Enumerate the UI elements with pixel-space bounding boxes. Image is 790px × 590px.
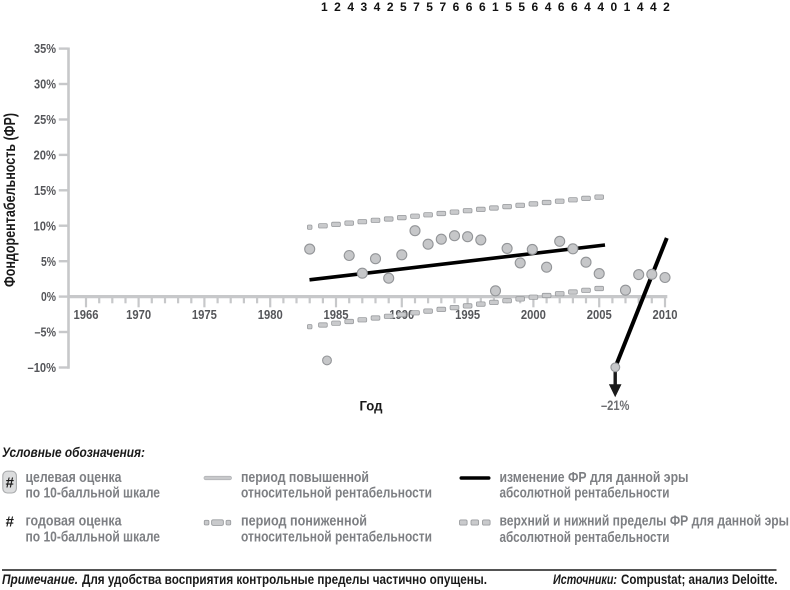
svg-text:Фондорентабельность (ФР): Фондорентабельность (ФР) bbox=[2, 113, 19, 287]
svg-text:15%: 15% bbox=[34, 183, 56, 198]
svg-text:1985: 1985 bbox=[324, 307, 349, 322]
svg-text:период повышенной: период повышенной bbox=[241, 469, 369, 486]
svg-text:6: 6 bbox=[479, 0, 486, 14]
svg-text:период пониженной: период пониженной bbox=[241, 512, 367, 529]
svg-text:по 10-балльной шкале: по 10-балльной шкале bbox=[26, 529, 161, 546]
svg-text:Источники:: Источники: bbox=[553, 572, 617, 587]
svg-text:1980: 1980 bbox=[258, 307, 283, 322]
svg-text:1: 1 bbox=[321, 0, 328, 14]
svg-text:25%: 25% bbox=[34, 112, 56, 127]
svg-text:целевая оценка: целевая оценка bbox=[26, 469, 123, 486]
svg-text:1995: 1995 bbox=[455, 307, 480, 322]
svg-text:6: 6 bbox=[466, 0, 473, 14]
svg-text:–10%: –10% bbox=[28, 360, 57, 375]
svg-text:#: # bbox=[5, 475, 14, 492]
svg-text:35%: 35% bbox=[34, 41, 56, 56]
svg-text:Год: Год bbox=[360, 398, 383, 414]
svg-text:#: # bbox=[5, 514, 14, 531]
svg-text:4: 4 bbox=[637, 0, 644, 14]
svg-text:10%: 10% bbox=[34, 218, 57, 233]
svg-text:5%: 5% bbox=[41, 254, 56, 269]
svg-text:5: 5 bbox=[400, 0, 407, 14]
svg-text:–21%: –21% bbox=[601, 397, 630, 413]
svg-text:Для удобства восприятия контро: Для удобства восприятия контрольные пред… bbox=[82, 572, 487, 587]
svg-text:6: 6 bbox=[453, 0, 460, 14]
svg-text:верхний и нижний пределы ФР дл: верхний и нижний пределы ФР для данной э… bbox=[500, 512, 790, 529]
svg-text:абсолютной рентабельности: абсолютной рентабельности bbox=[500, 484, 670, 501]
svg-text:2005: 2005 bbox=[587, 307, 612, 322]
svg-text:по 10-балльной шкале: по 10-балльной шкале bbox=[26, 484, 161, 501]
svg-text:4: 4 bbox=[545, 0, 552, 14]
svg-text:1: 1 bbox=[492, 0, 499, 14]
svg-text:6: 6 bbox=[558, 0, 565, 14]
svg-text:7: 7 bbox=[413, 0, 420, 14]
svg-text:2: 2 bbox=[334, 0, 341, 14]
svg-text:изменение ФР для данной эры: изменение ФР для данной эры bbox=[500, 469, 689, 486]
svg-text:1966: 1966 bbox=[74, 307, 99, 322]
svg-text:4: 4 bbox=[650, 0, 657, 14]
svg-text:1: 1 bbox=[624, 0, 631, 14]
svg-text:4: 4 bbox=[584, 0, 591, 14]
svg-text:абсолютной рентабельности: абсолютной рентабельности bbox=[500, 529, 670, 546]
svg-text:2000: 2000 bbox=[521, 307, 546, 322]
svg-text:3: 3 bbox=[360, 0, 367, 14]
svg-text:6: 6 bbox=[532, 0, 539, 14]
svg-text:1970: 1970 bbox=[126, 307, 151, 322]
svg-text:4: 4 bbox=[374, 0, 381, 14]
svg-text:20%: 20% bbox=[34, 148, 57, 163]
svg-text:4: 4 bbox=[347, 0, 354, 14]
svg-text:0%: 0% bbox=[41, 289, 56, 304]
svg-text:Условные обозначения:: Условные обозначения: bbox=[2, 444, 145, 460]
svg-text:2010: 2010 bbox=[653, 307, 678, 322]
svg-text:–5%: –5% bbox=[35, 325, 57, 340]
svg-text:5: 5 bbox=[518, 0, 525, 14]
svg-text:2: 2 bbox=[387, 0, 394, 14]
svg-text:2: 2 bbox=[663, 0, 670, 14]
svg-text:5: 5 bbox=[426, 0, 433, 14]
svg-text:относительной рентабельности: относительной рентабельности bbox=[241, 484, 432, 501]
svg-text:7: 7 bbox=[439, 0, 446, 14]
svg-text:30%: 30% bbox=[34, 77, 56, 92]
svg-text:5: 5 bbox=[505, 0, 512, 14]
svg-text:годовая оценка: годовая оценка bbox=[26, 512, 123, 529]
svg-text:0: 0 bbox=[611, 0, 618, 14]
svg-text:6: 6 bbox=[571, 0, 578, 14]
svg-text:Примечание.: Примечание. bbox=[2, 572, 78, 587]
svg-text:относительной рентабельности: относительной рентабельности bbox=[241, 529, 432, 546]
svg-text:4: 4 bbox=[597, 0, 604, 14]
svg-text:1975: 1975 bbox=[192, 307, 217, 322]
svg-text:Compustat; анализ Deloitte.: Compustat; анализ Deloitte. bbox=[621, 572, 778, 587]
